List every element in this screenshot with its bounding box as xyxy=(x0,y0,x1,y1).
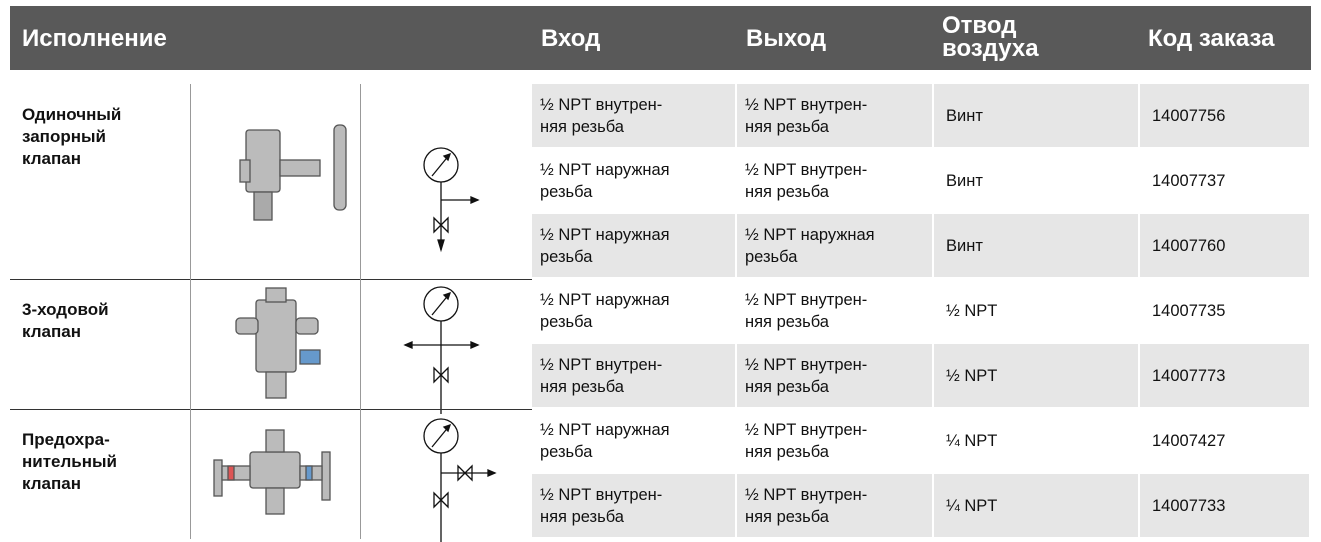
header-bar xyxy=(10,6,1311,70)
group-name: Одиночный запорный клапан xyxy=(22,105,122,168)
table-cell: ½ NPT внутрен- няя резьба xyxy=(532,84,737,149)
table-cell: ½ NPT внутрен- няя резьба xyxy=(532,344,737,409)
column-divider xyxy=(190,84,191,279)
table-cell: Винт xyxy=(934,84,1140,149)
table-cell: ½ NPT внутрен- няя резьба xyxy=(532,474,737,539)
table-cell: ½ NPT внутрен- няя резьба xyxy=(737,84,934,149)
header-cell: Вход xyxy=(541,25,601,52)
table-cell: ½ NPT внутрен- няя резьба xyxy=(737,149,934,214)
table-cell: ½ NPT внутрен- няя резьба xyxy=(737,409,934,474)
header-cell: Исполнение xyxy=(22,25,167,52)
header-cell: Код заказа xyxy=(1148,25,1275,52)
table-cell: Винт xyxy=(934,149,1140,214)
table-cell: ½ NPT наружная резьба xyxy=(532,149,737,214)
table-cell: 14007773 xyxy=(1140,344,1311,409)
table-cell: ½ NPT внутрен- няя резьба xyxy=(737,474,934,539)
header-cell: Отвод воздуха xyxy=(942,12,1039,62)
table-cell: ¼ NPT xyxy=(934,474,1140,539)
table-cell: ½ NPT внутрен- няя резьба xyxy=(737,344,934,409)
table-cell: ¼ NPT xyxy=(934,409,1140,474)
table-cell: ½ NPT наружная резьба xyxy=(532,409,737,474)
column-divider xyxy=(190,409,191,539)
table-cell: 14007760 xyxy=(1140,214,1311,279)
table-cell: ½ NPT наружная резьба xyxy=(737,214,934,279)
group-separator xyxy=(10,279,532,280)
table-cell: 14007733 xyxy=(1140,474,1311,539)
table-cell: 14007756 xyxy=(1140,84,1311,149)
column-divider xyxy=(360,84,361,279)
table-cell: ½ NPT xyxy=(934,344,1140,409)
table-cell: 14007427 xyxy=(1140,409,1311,474)
table-cell: 14007735 xyxy=(1140,279,1311,344)
column-divider xyxy=(190,279,191,409)
column-divider xyxy=(360,409,361,539)
group-name: Предохра- нительный клапан xyxy=(22,430,117,493)
table-cell: ½ NPT xyxy=(934,279,1140,344)
table-cell: ½ NPT наружная резьба xyxy=(532,279,737,344)
column-divider xyxy=(360,279,361,409)
header-cell: Выход xyxy=(746,25,827,52)
table-cell: ½ NPT внутрен- няя резьба xyxy=(737,279,934,344)
table-cell: ½ NPT наружная резьба xyxy=(532,214,737,279)
group-name: 3-ходовой клапан xyxy=(22,300,109,341)
group-separator xyxy=(10,409,532,410)
table-cell: Винт xyxy=(934,214,1140,279)
table-cell: 14007737 xyxy=(1140,149,1311,214)
